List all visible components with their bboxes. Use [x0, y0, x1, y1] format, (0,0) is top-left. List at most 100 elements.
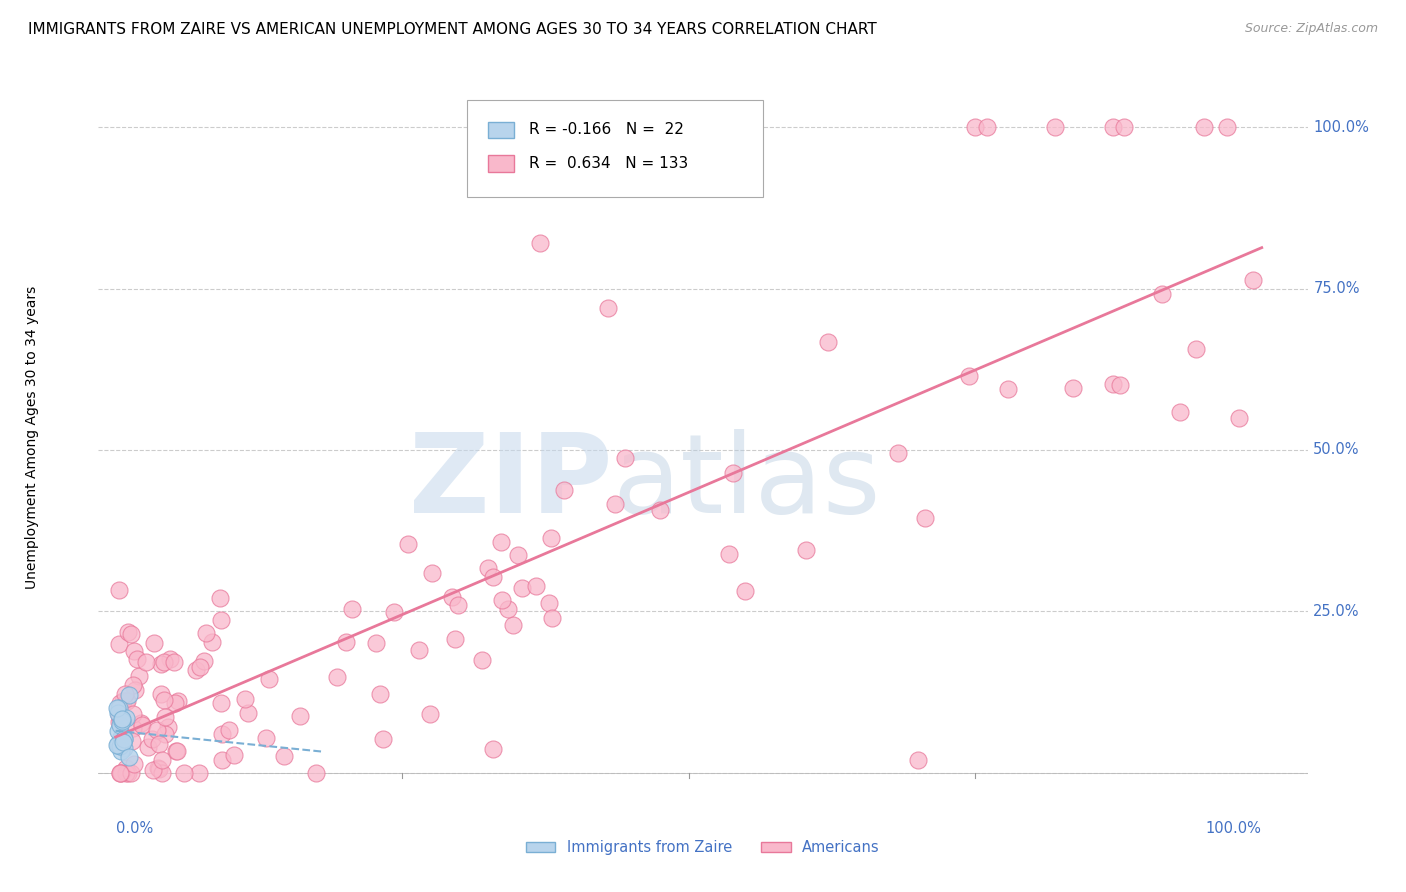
Point [110, 718, 132, 732]
Point [371, 732, 394, 747]
Point [115, 766, 138, 780]
Point [540, 531, 562, 545]
Point [1045, 120, 1067, 134]
Point [150, 687, 173, 701]
Point [153, 709, 176, 723]
Point [112, 741, 135, 756]
Bar [488, 155, 515, 172]
Point [120, 626, 142, 640]
Text: 100.0%: 100.0% [1313, 120, 1369, 135]
Point [152, 655, 174, 669]
Point [1062, 381, 1084, 395]
Point [396, 537, 419, 551]
Point [108, 637, 131, 651]
Point [613, 450, 636, 465]
Text: R = -0.166   N =  22: R = -0.166 N = 22 [529, 122, 683, 137]
Point [340, 602, 363, 616]
Point [122, 721, 145, 735]
Point [143, 636, 166, 650]
Point [122, 757, 145, 772]
Point [259, 672, 281, 686]
Point [1184, 342, 1206, 356]
Point [148, 761, 170, 775]
Point [150, 657, 173, 672]
Point [965, 120, 987, 134]
Point [107, 723, 129, 738]
Point [124, 683, 146, 698]
Point [1109, 377, 1132, 392]
Point [254, 731, 277, 746]
Point [107, 706, 129, 720]
Point [201, 635, 224, 649]
Point [211, 753, 233, 767]
Point [209, 614, 232, 628]
Point [125, 652, 148, 666]
Point [131, 715, 153, 730]
Point [440, 591, 463, 605]
Point [115, 761, 138, 775]
Point [959, 368, 981, 383]
Point [110, 714, 132, 729]
Point [382, 605, 405, 619]
Point [524, 579, 547, 593]
Point [211, 727, 233, 741]
Bar [488, 121, 515, 138]
Point [481, 742, 503, 756]
Point [112, 730, 135, 744]
Point [128, 669, 150, 683]
Text: R =  0.634   N = 133: R = 0.634 N = 133 [529, 156, 688, 171]
Point [648, 502, 671, 516]
Point [153, 727, 176, 741]
Point [208, 591, 231, 606]
Point [117, 766, 139, 780]
Point [141, 732, 163, 747]
Point [222, 748, 245, 763]
Point [1243, 273, 1265, 287]
Point [510, 582, 533, 596]
Point [107, 738, 129, 752]
Point [288, 708, 311, 723]
Point [817, 334, 839, 349]
Point [914, 511, 936, 525]
Point [115, 710, 138, 724]
Point [498, 602, 520, 616]
Point [598, 301, 620, 315]
Point [108, 766, 131, 780]
Point [529, 236, 551, 251]
Point [471, 653, 494, 667]
Point [167, 694, 190, 708]
Point [233, 691, 256, 706]
Point [491, 592, 513, 607]
Point [418, 707, 440, 722]
Text: Unemployment Among Ages 30 to 34 years: Unemployment Among Ages 30 to 34 years [25, 285, 39, 589]
Point [108, 739, 131, 753]
Point [481, 570, 503, 584]
Point [1102, 377, 1125, 392]
Point [1168, 404, 1191, 418]
Point [150, 766, 173, 780]
Point [491, 535, 513, 549]
Point [111, 714, 134, 728]
Point [718, 548, 741, 562]
Point [166, 744, 188, 758]
Point [364, 636, 387, 650]
Point [122, 644, 145, 658]
Point [273, 749, 295, 764]
Point [603, 497, 626, 511]
Point [209, 696, 232, 710]
Point [136, 739, 159, 754]
Point [1101, 120, 1123, 134]
Point [122, 678, 145, 692]
Point [115, 694, 138, 708]
Point [184, 663, 207, 677]
Point [159, 652, 181, 666]
Point [148, 737, 170, 751]
Point [118, 689, 141, 703]
Point [131, 718, 153, 732]
Point [148, 762, 170, 776]
Point [110, 731, 132, 745]
Point [112, 693, 135, 707]
Text: Source: ZipAtlas.com: Source: ZipAtlas.com [1244, 22, 1378, 36]
Point [976, 120, 998, 134]
Text: 25.0%: 25.0% [1313, 604, 1360, 619]
